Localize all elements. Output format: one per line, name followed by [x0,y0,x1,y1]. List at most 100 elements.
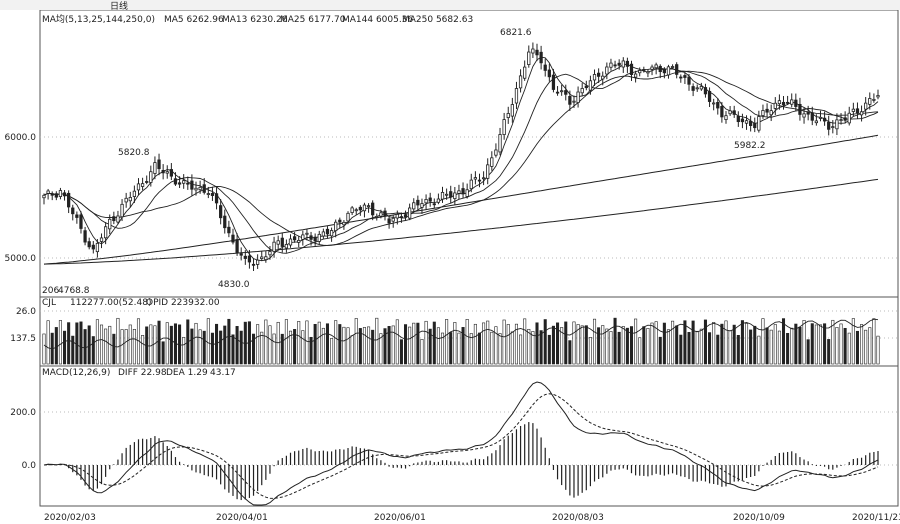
candle-body [280,237,284,247]
candle-body [214,193,219,204]
volume-bar [293,329,297,365]
volume-bar [531,331,535,365]
candle [408,203,412,221]
candle [235,233,239,256]
volume-bar [568,340,572,365]
volume-bar [769,329,773,365]
candle-body [588,80,593,91]
candle-body [449,191,453,198]
volume-bar [190,328,194,365]
candle [260,251,264,262]
volume-bar [436,327,440,365]
volume-bar [679,334,683,365]
candle-body [785,101,790,104]
volume-label[interactable]: CJL [42,298,56,308]
volume-bar [71,335,75,365]
volume-bar [153,325,157,365]
volume-bar [198,329,202,365]
volume-bar [87,325,91,365]
candle-body [781,101,786,106]
candle-body [757,116,761,131]
candle-body [625,60,630,67]
candle [683,72,687,85]
volume-bar [379,333,383,365]
candle [621,57,625,73]
candle [288,234,293,248]
candle [843,111,847,124]
candle [827,115,831,136]
candle [161,164,165,180]
candle-body [358,206,362,211]
candle [531,42,535,59]
period-label[interactable]: 日线 [110,0,128,12]
candle-body [592,74,597,81]
candle-body [334,221,338,232]
candle-body [564,90,568,95]
macd-label[interactable]: MACD(12,26,9) [42,368,110,378]
candle-body [124,197,128,203]
candle [424,194,428,210]
candle [564,84,568,101]
macd-tick-0: 0.0 [22,461,37,471]
candle [859,105,864,122]
candle [231,228,235,245]
candle-body [383,210,387,217]
candle [675,62,679,79]
volume-bar [453,322,457,365]
candle [502,112,506,140]
candle-body [177,182,182,185]
candle [481,171,486,186]
candle-body [366,205,371,208]
volume-bar [104,328,108,365]
candle [95,239,100,258]
volume-value: 112277.00(52.48) [70,298,151,308]
candle [518,69,523,93]
volume-bar [860,324,864,365]
candle [268,246,272,260]
candle [646,69,650,78]
candle [457,184,461,200]
volume-bar [625,327,629,365]
candle [831,120,835,134]
candle [580,83,584,96]
price-tick-5000: 5000.0 [5,254,37,264]
candle-body [276,240,280,245]
candle [46,188,50,200]
volume-bar [831,319,835,365]
candle-body [605,66,609,75]
candle-body [362,204,367,212]
price-tick-6000: 6000.0 [5,133,37,143]
left-low-prefix: 206 [42,286,59,296]
volume-bar [404,324,408,365]
volume-bar [256,324,260,365]
volume-bar [814,324,818,365]
candle-body [613,64,617,67]
volume-bar [629,326,634,365]
volume-bar [486,320,490,365]
volume-bar [313,323,317,365]
candle [510,97,514,123]
candle-body [662,68,666,74]
candle [120,199,124,222]
ma-params-label[interactable]: MA均(5,13,25,144,250,0) [42,13,155,25]
volume-bar [469,333,473,365]
candle [297,235,301,248]
candle [658,64,662,79]
candle [761,104,765,119]
candle-body [412,202,416,210]
date-label-6: 2020/11/23 [852,513,900,523]
candle-body [346,212,350,222]
candle [835,113,839,136]
candle-body [198,186,202,191]
volume-bar [252,333,256,365]
volume-bar [646,328,650,365]
volume-bar [720,323,724,365]
volume-bar [473,323,477,365]
candle-body [629,63,634,75]
candle-body [251,263,256,266]
candle [609,58,613,71]
candle [490,151,494,171]
candle [753,117,757,133]
candle [551,68,556,93]
candle-body [490,157,494,167]
